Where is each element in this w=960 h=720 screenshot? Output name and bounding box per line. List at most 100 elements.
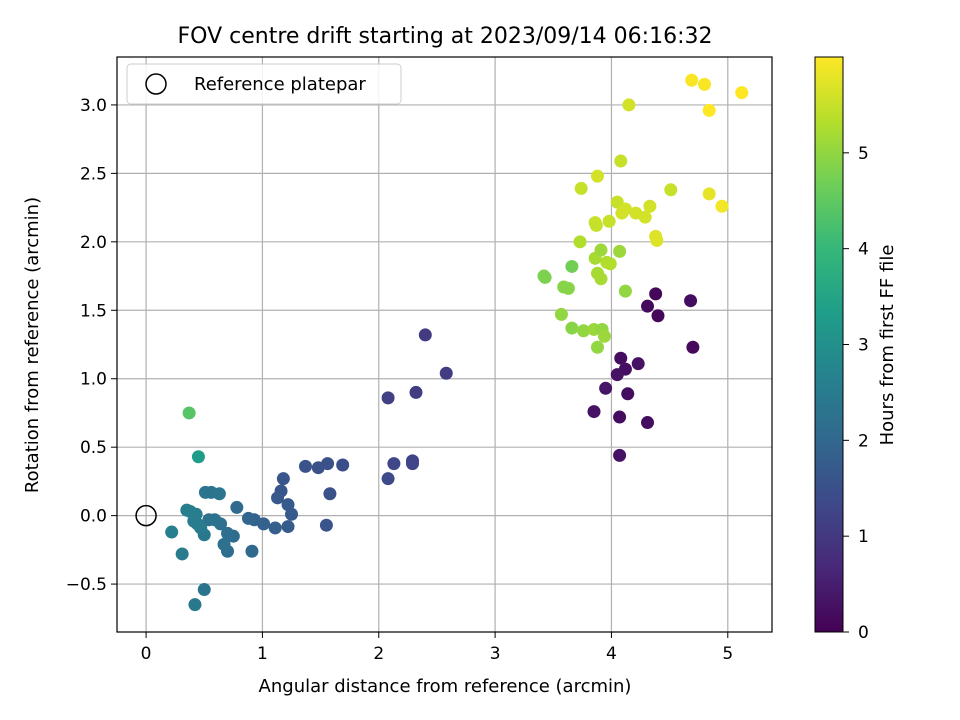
data-point [603, 257, 617, 271]
data-point [618, 202, 632, 216]
data-point [245, 544, 259, 558]
data-point [587, 405, 601, 419]
data-point [618, 284, 632, 298]
data-point [650, 233, 664, 247]
y-tick-label: 0.0 [80, 507, 107, 527]
data-point [613, 410, 627, 424]
data-point [319, 518, 333, 532]
data-point [664, 183, 678, 197]
data-point [613, 244, 627, 258]
data-point [638, 210, 652, 224]
data-point [217, 537, 231, 551]
data-point [202, 513, 216, 527]
reference-platepar-marker [135, 504, 157, 527]
colorbar-tick-label: 5 [858, 144, 869, 164]
x-tick-label: 4 [606, 644, 617, 664]
data-point [565, 321, 579, 335]
colorbar-tick-label: 2 [858, 431, 869, 451]
colorbar-tick-label: 0 [858, 623, 869, 643]
data-point [597, 329, 611, 343]
x-axis-label: Angular distance from reference (arcmin) [259, 676, 632, 697]
y-tick-label: 0.5 [80, 438, 107, 458]
data-point [613, 448, 627, 462]
legend-label-reference: Reference platepar [194, 74, 366, 95]
data-point [735, 86, 749, 100]
data-point [268, 521, 282, 535]
colorbar-tick-label: 3 [858, 336, 869, 356]
data-point [590, 169, 604, 183]
data-point [180, 503, 194, 517]
data-point [631, 357, 645, 371]
plot-frame [116, 56, 773, 633]
chart-title: FOV centre drift starting at 2023/09/14 … [178, 24, 713, 49]
data-point [641, 416, 655, 430]
data-point [685, 73, 699, 87]
y-tick-label: 3.0 [80, 96, 107, 116]
data-point [188, 598, 202, 612]
data-point [271, 491, 285, 505]
data-point [614, 154, 628, 168]
x-tick-label: 2 [373, 644, 384, 664]
data-point [621, 387, 635, 401]
x-tick-label: 5 [722, 644, 733, 664]
data-point [418, 328, 432, 342]
y-tick-label: 1.5 [80, 301, 107, 321]
y-tick-label: 1.0 [80, 370, 107, 390]
colorbar-label: Hours from first FF file [877, 245, 898, 446]
data-point [336, 458, 350, 472]
data-point [281, 520, 295, 534]
data-point [191, 450, 205, 464]
data-point [406, 457, 420, 471]
x-tick-label: 1 [257, 644, 268, 664]
legend: Reference platepar [126, 63, 402, 105]
data-point [381, 472, 395, 486]
data-points [135, 73, 749, 612]
data-point [561, 281, 575, 295]
y-tick-label: 2.5 [80, 164, 107, 184]
data-point [285, 507, 299, 521]
x-tick-label: 3 [490, 644, 501, 664]
data-point [594, 243, 608, 257]
data-point [409, 385, 423, 399]
x-axis-ticks: 0 1 2 3 4 5 [141, 632, 733, 664]
data-point [610, 368, 624, 382]
colorbar-tick-label: 1 [858, 527, 869, 547]
data-point [387, 457, 401, 471]
data-point [573, 235, 587, 249]
data-point [686, 340, 700, 354]
data-point [381, 391, 395, 405]
data-point [702, 187, 716, 201]
data-point [311, 461, 325, 475]
data-point [182, 406, 196, 420]
data-point [599, 381, 613, 395]
data-point [565, 259, 579, 273]
data-point [197, 583, 211, 597]
data-point [298, 459, 312, 473]
data-point [221, 526, 235, 540]
data-point [574, 181, 588, 195]
colorbar [814, 56, 844, 633]
legend-marker-reference [145, 73, 167, 95]
data-point [649, 287, 663, 301]
colorbar-tick-label: 4 [858, 240, 869, 260]
data-point [698, 77, 712, 91]
data-point [538, 270, 552, 284]
data-point [602, 214, 616, 228]
data-point [589, 218, 603, 232]
data-point [230, 500, 244, 514]
x-tick-label: 0 [141, 644, 152, 664]
data-point [241, 511, 255, 525]
data-point [702, 103, 716, 117]
data-point [165, 525, 179, 539]
y-tick-label: −0.5 [66, 575, 107, 595]
data-point [622, 98, 636, 112]
legend-box [126, 63, 402, 105]
grid [117, 57, 772, 632]
data-point [641, 299, 655, 313]
data-point [175, 547, 189, 561]
data-point [651, 309, 665, 323]
data-point [276, 472, 290, 486]
data-point [715, 199, 729, 213]
data-point [684, 294, 698, 308]
